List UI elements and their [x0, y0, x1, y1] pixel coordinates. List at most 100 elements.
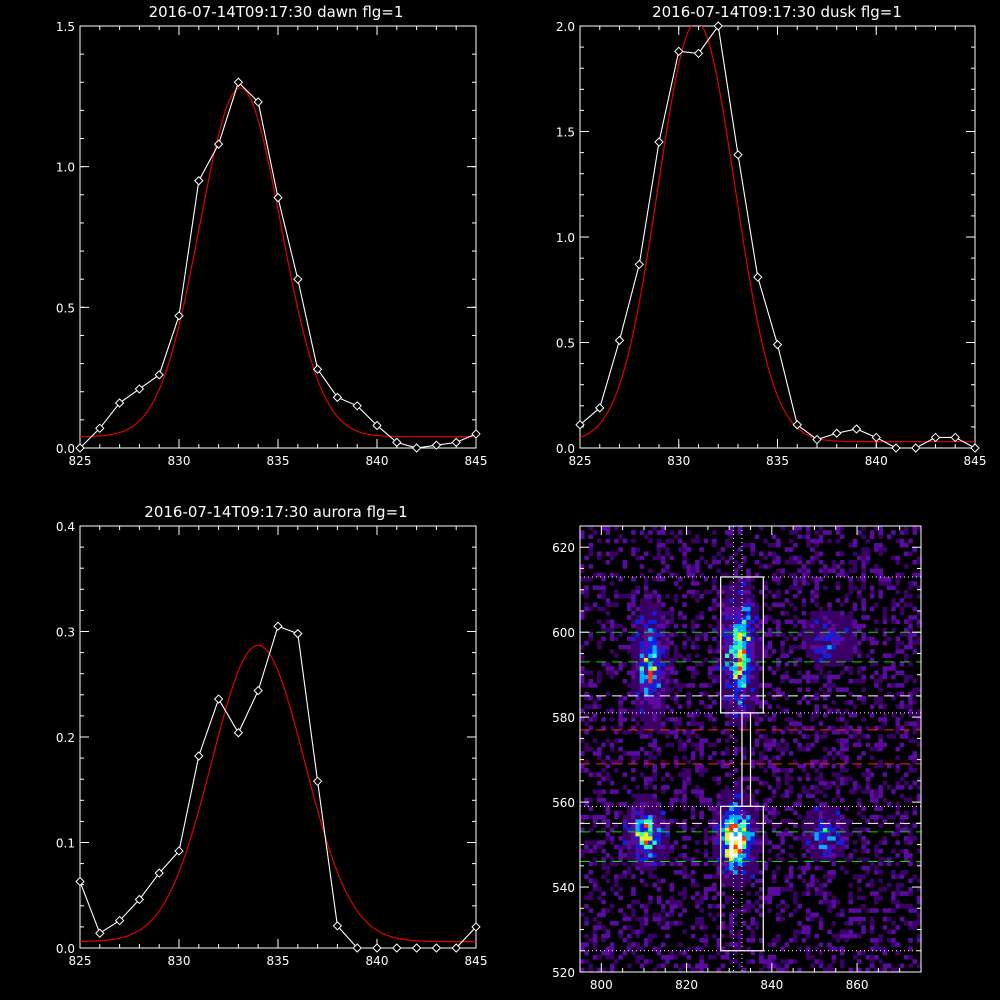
image-pixel: [656, 950, 662, 956]
image-pixel: [669, 657, 675, 663]
image-pixel: [597, 606, 602, 612]
image-pixel: [810, 632, 815, 637]
image-pixel: [597, 640, 602, 646]
image-pixel: [660, 823, 666, 828]
image-pixel: [908, 891, 913, 896]
image-pixel: [895, 904, 900, 909]
image-pixel: [720, 814, 726, 820]
image-pixel: [844, 615, 849, 620]
image-pixel: [626, 963, 632, 969]
image-pixel: [746, 632, 751, 637]
image-pixel: [656, 538, 662, 544]
image-pixel: [895, 823, 900, 828]
image-pixel: [912, 738, 918, 743]
image-pixel: [750, 827, 756, 833]
image-pixel: [733, 704, 739, 709]
image-pixel: [648, 670, 653, 675]
image-pixel: [673, 691, 679, 697]
image-pixel: [874, 640, 879, 646]
image-pixel: [810, 831, 815, 837]
image-pixel: [716, 776, 721, 782]
image-pixel: [699, 899, 704, 905]
image-pixel: [673, 534, 679, 540]
image-pixel: [678, 547, 683, 552]
image-pixel: [584, 814, 589, 820]
image-pixel: [660, 526, 666, 531]
image-pixel: [648, 734, 653, 739]
image-pixel: [601, 789, 606, 794]
image-pixel: [822, 891, 828, 896]
image-pixel: [882, 908, 888, 913]
image-pixel: [656, 576, 662, 582]
dawn-data-point: [75, 443, 85, 453]
image-pixel: [878, 806, 883, 811]
image-pixel: [648, 653, 653, 658]
image-pixel: [631, 551, 636, 557]
image-pixel: [724, 636, 730, 641]
image-pixel: [678, 891, 683, 896]
image-pixel: [584, 759, 589, 765]
image-pixel: [737, 831, 743, 837]
image-pixel: [878, 861, 883, 867]
image-pixel: [805, 640, 811, 646]
image-pixel: [844, 572, 849, 578]
image-pixel: [822, 661, 828, 667]
image-pixel: [780, 848, 785, 854]
image-pixel: [869, 649, 875, 654]
image-pixel: [763, 619, 768, 624]
image-y-tick-label: 580: [552, 711, 575, 725]
image-pixel: [844, 819, 849, 824]
image-pixel: [643, 551, 649, 557]
image-pixel: [601, 526, 606, 531]
image-pixel: [767, 542, 773, 548]
image-pixel: [908, 904, 913, 909]
image-pixel: [695, 636, 700, 641]
image-pixel: [801, 819, 807, 824]
image-pixel: [652, 717, 658, 722]
image-pixel: [869, 882, 875, 888]
image-pixel: [665, 661, 670, 667]
image-pixel: [763, 712, 768, 718]
image-pixel: [584, 576, 589, 582]
image-pixel: [895, 717, 900, 722]
aurora-x-tick-label: 830: [168, 954, 191, 968]
image-pixel: [686, 530, 692, 535]
image-pixel: [733, 695, 739, 701]
image-pixel: [750, 644, 756, 650]
image-pixel: [767, 759, 773, 765]
image-pixel: [724, 831, 730, 837]
image-pixel: [878, 840, 883, 845]
dawn-y-tick-label: 1.0: [56, 161, 75, 175]
image-pixel: [626, 933, 632, 939]
image-pixel: [669, 678, 675, 684]
image-pixel: [673, 721, 679, 726]
image-pixel: [631, 942, 636, 947]
image-pixel: [793, 725, 798, 731]
image-pixel: [908, 925, 913, 930]
image-pixel: [724, 619, 730, 624]
image-pixel: [707, 623, 713, 629]
image-pixel: [810, 853, 815, 858]
image-pixel: [891, 585, 896, 591]
image-pixel: [737, 827, 743, 833]
image-pixel: [903, 593, 909, 599]
image-pixel: [746, 810, 751, 816]
image-pixel: [609, 649, 615, 654]
image-pixel: [818, 576, 824, 582]
dawn-data-point: [392, 437, 402, 448]
image-pixel: [805, 530, 811, 535]
image-pixel: [831, 814, 837, 820]
image-pixel: [737, 840, 743, 845]
image-pixel: [878, 933, 883, 939]
image-pixel: [878, 857, 883, 862]
image-pixel: [869, 585, 875, 591]
image-pixel: [874, 526, 879, 531]
image-pixel: [669, 687, 675, 692]
image-pixel: [784, 780, 790, 786]
image-pixel: [895, 861, 900, 867]
image-pixel: [916, 640, 921, 646]
image-pixel: [592, 814, 598, 820]
image-pixel: [643, 721, 649, 726]
aurora-data-point: [372, 943, 382, 953]
image-pixel: [588, 564, 594, 569]
